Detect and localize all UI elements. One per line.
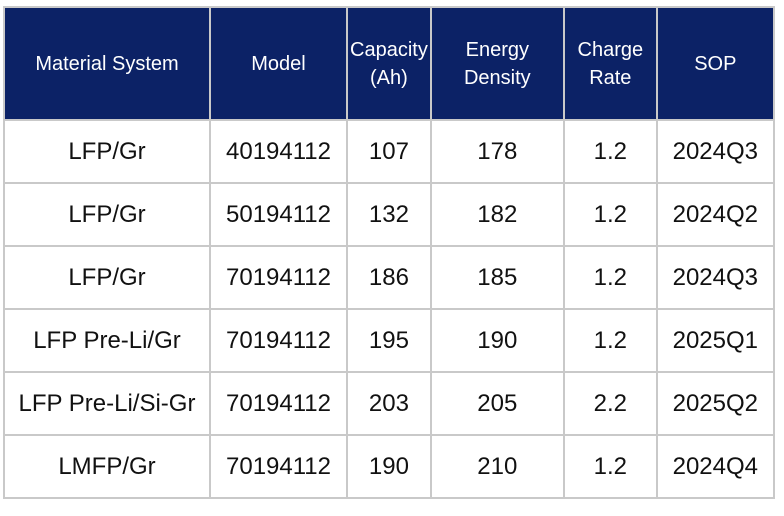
table-cell: 1.2 [564,310,656,371]
table-cell: 190 [348,436,430,497]
table-cell: LMFP/Gr [5,436,209,497]
header-cell: Material System [5,8,209,119]
table-body: LFP/Gr 40194112 107 178 1.2 2024Q3 LFP/Gr 50194… [5,121,773,497]
table-cell: 70194112 [211,310,346,371]
table-cell: 1.2 [564,436,656,497]
table-cell: LFP Pre-Li/Si-Gr [5,373,209,434]
table-cell: LFP/Gr [5,184,209,245]
table-row: LFP Pre-Li/Gr 70194112 195 190 1.2 2025Q1 [5,310,773,371]
table-cell: 50194112 [211,184,346,245]
table-cell: 2024Q4 [657,436,773,497]
table-cell: 185 [431,247,563,308]
table-cell: 182 [431,184,563,245]
table-cell: 2024Q3 [657,121,773,182]
table-row: LFP/Gr 70194112 186 185 1.2 2024Q3 [5,247,773,308]
spec-table: Material System Model Capacity (Ah) Energy … [3,6,775,499]
table-cell: 70194112 [211,436,346,497]
table-cell: 190 [431,310,563,371]
header-cell: Model [211,8,346,119]
table-cell: 2024Q3 [657,247,773,308]
table-cell: 210 [431,436,563,497]
table-cell: 2025Q2 [657,373,773,434]
table-row: LMFP/Gr 70194112 190 210 1.2 2024Q4 [5,436,773,497]
table-row: LFP/Gr 50194112 132 182 1.2 2024Q2 [5,184,773,245]
table-cell: 132 [348,184,430,245]
table-cell: 195 [348,310,430,371]
table-cell: 2025Q1 [657,310,773,371]
table-row: LFP/Gr 40194112 107 178 1.2 2024Q3 [5,121,773,182]
table-cell: 70194112 [211,373,346,434]
table-cell: 178 [431,121,563,182]
table-cell: 70194112 [211,247,346,308]
table-cell: 1.2 [564,184,656,245]
table-cell: 1.2 [564,121,656,182]
table-cell: 2024Q2 [657,184,773,245]
table-cell: LFP/Gr [5,247,209,308]
table-cell: 203 [348,373,430,434]
header-cell: SOP [657,8,773,119]
header-row: Material System Model Capacity (Ah) Energy … [5,8,773,119]
table-cell: 107 [348,121,430,182]
table-cell: 205 [431,373,563,434]
header-cell: Charge Rate [564,8,656,119]
table-row: LFP Pre-Li/Si-Gr 70194112 203 205 2.2 2025Q2 [5,373,773,434]
table-cell: 186 [348,247,430,308]
header-cell: Energy Density [431,8,563,119]
table-container: Material System Model Capacity (Ah) Energy … [3,6,775,499]
header-cell: Capacity (Ah) [348,8,430,119]
table-cell: 2.2 [564,373,656,434]
table-cell: 40194112 [211,121,346,182]
table-cell: LFP/Gr [5,121,209,182]
table-cell: LFP Pre-Li/Gr [5,310,209,371]
table-cell: 1.2 [564,247,656,308]
